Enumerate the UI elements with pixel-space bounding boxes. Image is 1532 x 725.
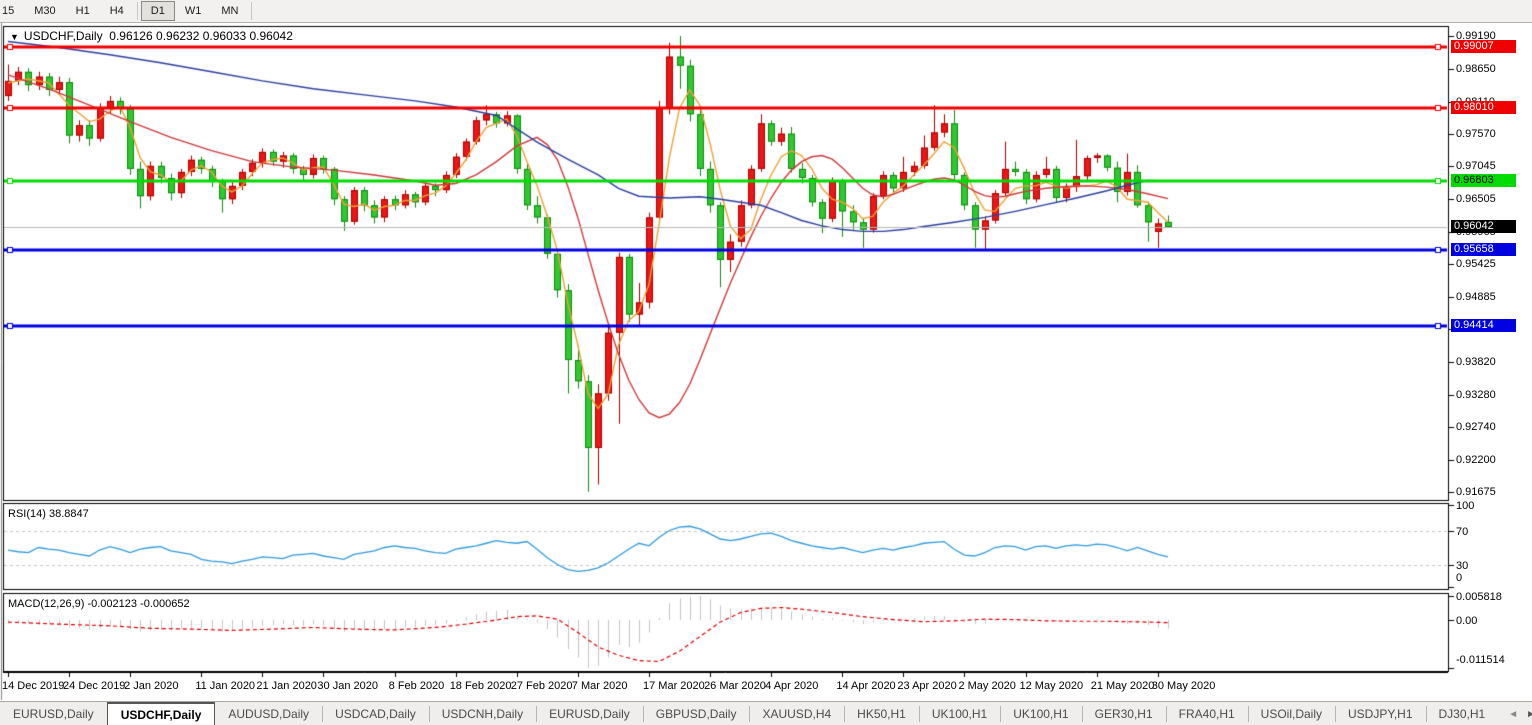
price-level-box: 0.99007 xyxy=(1451,40,1516,54)
chart-tab-ger30-h1[interactable]: GER30,H1 xyxy=(1081,702,1166,725)
chart-tab-bar: EURUSD,Daily USDCHF,Daily AUDUSD,Daily USDC… xyxy=(0,701,1532,725)
chart-tab-usdcad-daily[interactable]: USDCAD,Daily xyxy=(322,702,429,725)
toolbar-divider xyxy=(251,2,253,20)
timeframe-button-h4[interactable]: H4 xyxy=(109,5,124,17)
chart-tab-usdchf-daily[interactable]: USDCHF,Daily xyxy=(106,702,216,725)
date-tick-label: 7 Mar 2020 xyxy=(571,680,628,692)
macd-indicator-label: MACD(12,26,9) -0.002123 -0.000652 xyxy=(8,598,190,610)
price-tick-label: 0.91675 xyxy=(1456,486,1496,498)
price-tick-label: 0.97045 xyxy=(1456,160,1496,173)
timeframe-button-h1[interactable]: H1 xyxy=(75,5,90,17)
macd-tick-label: 0.00 xyxy=(1456,615,1478,627)
date-tick-label: 24 Dec 2019 xyxy=(63,680,126,692)
price-tick-label: 0.96505 xyxy=(1456,192,1496,205)
price-tick-label: 0.99190 xyxy=(1456,30,1496,42)
chart-tab-uk100-h1[interactable]: UK100,H1 xyxy=(918,702,1000,725)
price-tick-label: 0.92200 xyxy=(1456,454,1496,467)
chart-tab-gbpusd-daily[interactable]: GBPUSD,Daily xyxy=(642,702,750,725)
macd-tick-label: -0.011514 xyxy=(1456,654,1505,666)
rsi-indicator-label: RSI(14) 38.8847 xyxy=(8,508,89,520)
chart-tab-uk100-h1[interactable]: UK100,H1 xyxy=(1000,702,1081,725)
date-tick-label: 14 Dec 2019 xyxy=(2,680,65,692)
price-tick-label: 0.93820 xyxy=(1456,355,1496,368)
price-level-box: 0.95658 xyxy=(1451,243,1516,257)
timeframe-button-15[interactable]: 15 xyxy=(2,5,15,17)
date-tick-label: 18 Feb 2020 xyxy=(449,680,512,692)
price-level-box: 0.94414 xyxy=(1451,318,1516,332)
rsi-tick-label: 0 xyxy=(1456,572,1463,584)
timeframe-button-m30[interactable]: M30 xyxy=(34,5,56,17)
date-tick-label: 30 May 2020 xyxy=(1151,680,1216,692)
timeframe-button-d1[interactable]: D1 xyxy=(140,1,175,21)
date-tick-label: 14 Apr 2020 xyxy=(836,680,896,692)
timeframe-button-mn[interactable]: MN xyxy=(221,5,239,17)
date-tick-label: 11 Jan 2020 xyxy=(195,680,256,692)
tab-scroll-arrows: ◄ ► xyxy=(1498,702,1532,725)
price-level-box: 0.96803 xyxy=(1451,173,1516,187)
price-level-box: 0.96042 xyxy=(1451,220,1516,234)
chart-title: ▼ USDCHF,Daily 0.96126 0.96232 0.96033 0.… xyxy=(10,29,293,43)
tab-scroll-right-icon[interactable]: ► xyxy=(1526,708,1532,720)
chart-tab-usdcnh-daily[interactable]: USDCNH,Daily xyxy=(428,702,536,725)
price-tick-label: 0.98650 xyxy=(1456,62,1496,75)
price-tick-label: 0.95425 xyxy=(1456,258,1496,271)
price-tick-label: 0.93280 xyxy=(1456,388,1496,401)
chart-tab-xauusd-h4[interactable]: XAUUSD,H4 xyxy=(749,702,844,725)
timeframe-toolbar: 15 M30 H1 H4 D1 W1 MN xyxy=(0,0,1532,23)
date-tick-label: 21 Jan 2020 xyxy=(256,680,317,692)
macd-tick-label: 0.005818 xyxy=(1456,590,1502,603)
chart-tab-hk50-h1[interactable]: HK50,H1 xyxy=(844,702,919,725)
date-tick-label: 2 Jan 2020 xyxy=(124,680,179,692)
rsi-tick-label: 30 xyxy=(1456,559,1469,572)
toolbar-divider xyxy=(136,2,138,20)
ohlc-low: 0.96033 xyxy=(202,29,247,43)
chart-tab-usoil-daily[interactable]: USOil,Daily xyxy=(1247,702,1335,725)
chart-tab-fra40-h1[interactable]: FRA40,H1 xyxy=(1165,702,1248,725)
timeframe-button-w1[interactable]: W1 xyxy=(184,5,202,17)
chart-tab-usdjpy-h1[interactable]: USDJPY,H1 xyxy=(1335,702,1425,725)
date-tick-label: 8 Feb 2020 xyxy=(388,680,445,692)
symbol-dropdown-icon[interactable]: ▼ xyxy=(10,32,19,42)
ohlc-close: 0.96042 xyxy=(249,29,293,43)
date-tick-label: 23 Apr 2020 xyxy=(897,680,957,692)
date-tick-label: 17 Mar 2020 xyxy=(643,680,705,692)
chart-tab-dj30-h1[interactable]: DJ30,H1 xyxy=(1425,702,1499,725)
rsi-tick-label: 70 xyxy=(1456,525,1469,538)
chart-tab-eurusd-daily[interactable]: EURUSD,Daily xyxy=(13,707,94,721)
date-tick-label: 12 May 2020 xyxy=(1019,680,1084,692)
tab-scroll-left-icon[interactable]: ◄ xyxy=(1508,708,1519,720)
date-tick-label: 21 May 2020 xyxy=(1090,680,1155,692)
price-tick-label: 0.97570 xyxy=(1456,128,1496,141)
price-tick-label: 0.92740 xyxy=(1456,421,1496,434)
chart-tab-eurusd-daily[interactable]: EURUSD,Daily xyxy=(536,702,643,725)
ohlc-open: 0.96126 xyxy=(109,29,153,43)
price-level-box: 0.98010 xyxy=(1451,100,1516,114)
date-tick-label: 4 Apr 2020 xyxy=(765,680,819,692)
chart-tab-audusd-daily[interactable]: AUDUSD,Daily xyxy=(228,707,310,721)
date-tick-label: 27 Feb 2020 xyxy=(510,680,573,692)
ohlc-high: 0.96232 xyxy=(156,29,200,43)
chart-symbol: USDCHF,Daily xyxy=(23,29,103,43)
rsi-tick-label: 100 xyxy=(1456,500,1475,512)
date-tick-label: 26 Mar 2020 xyxy=(704,680,766,692)
date-tick-label: 30 Jan 2020 xyxy=(317,680,378,692)
date-tick-label: 2 May 2020 xyxy=(958,680,1016,692)
price-tick-label: 0.94885 xyxy=(1456,291,1496,304)
